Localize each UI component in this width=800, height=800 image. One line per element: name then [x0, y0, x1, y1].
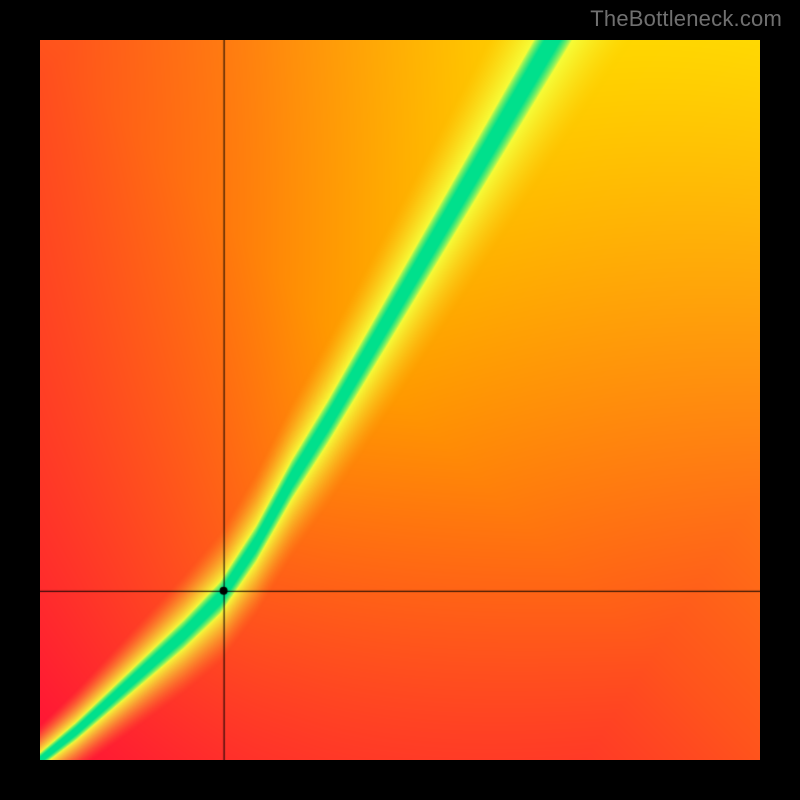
plot-area	[40, 40, 760, 760]
chart-container: TheBottleneck.com	[0, 0, 800, 800]
heatmap-canvas	[40, 40, 760, 760]
watermark-text: TheBottleneck.com	[590, 6, 782, 32]
